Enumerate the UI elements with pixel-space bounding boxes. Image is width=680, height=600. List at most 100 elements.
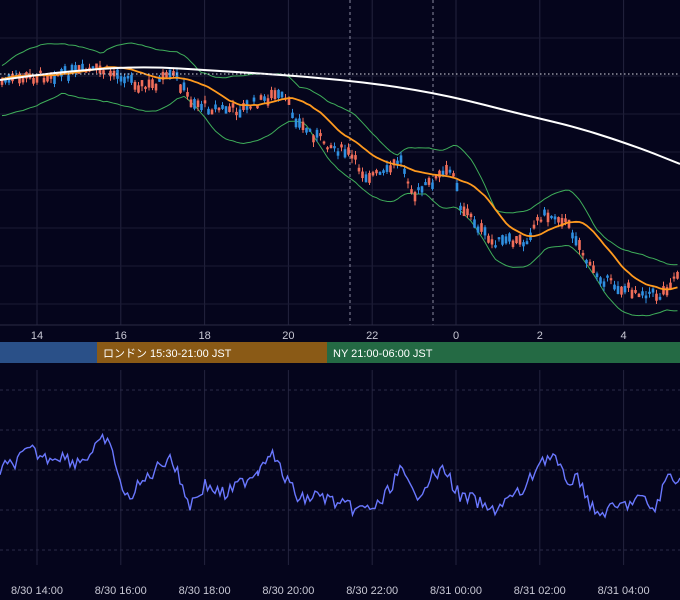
candle-body [382,170,385,173]
candle-body [207,108,210,115]
candle-body [599,277,602,284]
candle-body [410,189,413,194]
candle-body [476,226,480,233]
candle-body [39,70,42,74]
candle-body [441,170,445,176]
candle-body [445,164,448,175]
candle-body [0,78,4,85]
candle-body [280,91,284,98]
candle-body [301,121,305,130]
x-tick-label: 22 [366,330,378,342]
candle-body [494,245,497,248]
x-tick-label: 8/31 04:00 [598,585,650,597]
candle-body [389,165,392,173]
candle-body [623,285,627,293]
candle-body [630,289,634,299]
candle-body [294,118,298,128]
candle-body [186,92,189,97]
candle-body [637,293,641,298]
x-tick-label: 4 [621,330,627,342]
x-tick-label: 0 [453,330,459,342]
candle-body [210,109,214,115]
london-session-label: ロンドン 15:30-21:00 JST [103,348,232,360]
session-bar: ロンドン 15:30-21:00 JST NY 21:00-06:00 JST [0,342,680,363]
candle-body [676,271,679,279]
candle-body [347,147,350,155]
candle-body [329,145,333,149]
candle-body [497,237,501,240]
candle-body [172,71,175,76]
candle-body [665,287,669,296]
candle-body [550,215,553,219]
candle-body [35,75,39,83]
candle-body [634,290,637,293]
candle-body [308,129,312,132]
candle-body [266,98,270,106]
candle-body [277,89,280,99]
candle-body [263,96,266,101]
candle-body [315,129,319,138]
candle-body [144,86,147,90]
candle-body [399,155,403,163]
candle-body [291,112,294,119]
candle-body [452,173,455,177]
candle-body [578,240,581,250]
candle-body [434,175,438,179]
candle-body [228,106,231,113]
candle-body [235,111,238,116]
candle-body [4,79,7,83]
candle-body [385,165,389,172]
candle-body [669,282,672,289]
candle-body [455,182,459,192]
candle-body [287,98,291,105]
candle-body [585,259,588,264]
candle-body [32,77,35,84]
candle-body [396,160,399,165]
candle-body [133,81,137,90]
candle-body [501,235,504,245]
candle-body [126,75,130,79]
candle-body [644,295,648,299]
candle-body [417,187,420,191]
candle-body [403,168,406,174]
candle-body [238,109,242,118]
candle-body [480,223,483,232]
candle-body [200,103,203,111]
candle-body [326,147,329,150]
bollinger-upper-band [1,42,678,266]
tokyo-session-bar [0,342,97,363]
candle-body [217,107,221,111]
candle-body [333,146,336,149]
oscillator-time-axis: 8/30 14:00 8/30 16:00 8/30 18:00 8/30 20:00… [11,585,650,597]
candle-body [140,80,144,87]
candle-body [662,286,665,295]
candle-body [592,265,595,273]
candle-body [319,133,322,137]
candle-body [112,70,116,77]
x-tick-label: 18 [198,330,210,342]
candle-body [305,127,308,133]
candle-body [123,76,126,84]
x-tick-label: 16 [115,330,127,342]
oscillator-panel [0,432,680,519]
candle-body [648,291,651,294]
candle-body [273,90,277,100]
candle-body [536,217,539,221]
candle-body [406,181,410,184]
candle-body [182,82,186,91]
candle-body [119,76,123,82]
candle-body [249,106,252,109]
candle-body [522,242,525,247]
candle-body [91,66,95,69]
candle-body [168,69,172,78]
oscillator-line [0,432,680,519]
candle-body [511,240,515,247]
candle-body [588,261,592,266]
candle-body [179,84,182,93]
x-tick-label: 8/30 16:00 [95,585,147,597]
candle-body [655,293,658,301]
candle-body [158,76,161,82]
candle-body [438,170,441,178]
candle-body [564,218,567,223]
